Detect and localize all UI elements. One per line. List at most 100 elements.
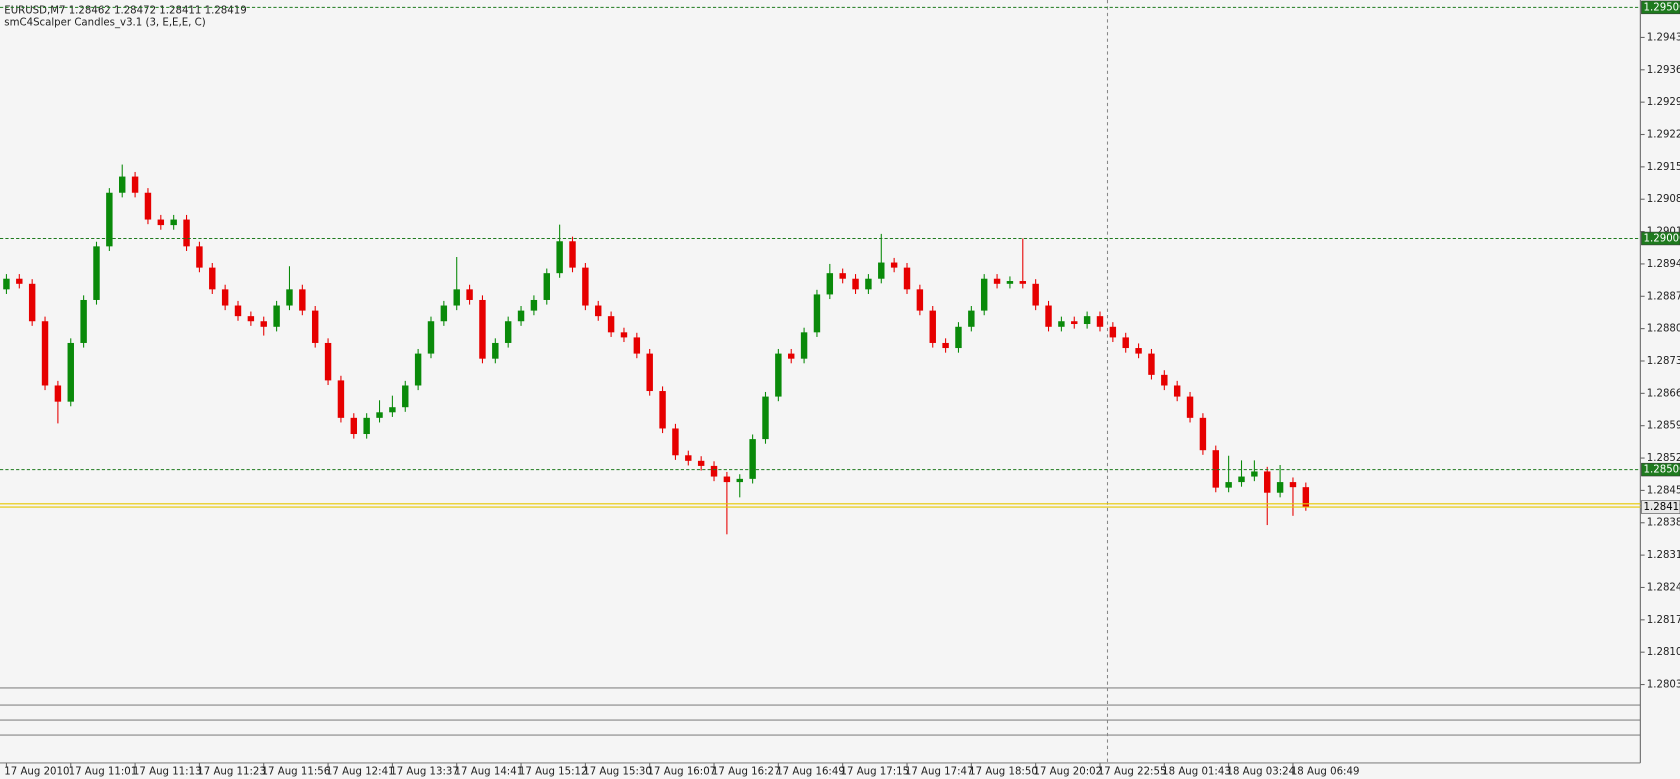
candle-body — [800, 332, 808, 359]
candle-body — [517, 310, 525, 322]
x-tick-label: 17 Aug 11:01 — [69, 767, 138, 778]
candle-body — [324, 342, 332, 381]
candle-body — [1071, 321, 1078, 325]
candle-body — [942, 342, 949, 349]
y-tick-label: 1.28385 — [1647, 518, 1680, 529]
candle-body — [119, 176, 126, 193]
candle-body — [80, 299, 87, 343]
y-tick-label: 1.28945 — [1647, 259, 1680, 270]
y-tick-label: 1.28105 — [1647, 647, 1680, 658]
candle-body — [41, 321, 49, 386]
y-tick-label: 1.28595 — [1647, 421, 1680, 432]
candle-body — [1225, 482, 1232, 488]
candle-body — [402, 385, 409, 408]
x-tick-label: 17 Aug 2010 — [4, 767, 69, 778]
candle-body — [903, 267, 911, 290]
candle-body — [1264, 471, 1271, 493]
candle-body — [1289, 482, 1297, 488]
x-tick-label: 18 Aug 01:43 — [1162, 767, 1231, 778]
candle-body — [633, 337, 641, 354]
candle-body — [466, 289, 473, 300]
candle-body — [1238, 476, 1245, 483]
y-tick-label: 1.28455 — [1647, 485, 1680, 496]
candle-body — [504, 321, 512, 343]
candle-body — [968, 310, 975, 327]
candle-body — [1045, 305, 1052, 327]
candle-body — [659, 391, 666, 429]
candle-body — [710, 465, 718, 477]
candle-body — [1032, 283, 1039, 306]
candle-body — [337, 380, 345, 418]
candle-body — [788, 353, 795, 359]
price-level-label: 1.29500 — [1644, 2, 1680, 13]
candle-body — [234, 305, 242, 317]
x-tick-label: 17 Aug 16:07 — [648, 767, 717, 778]
candle-body — [67, 342, 74, 402]
candle-body — [3, 278, 10, 290]
candle-body — [299, 289, 306, 311]
candle-body — [170, 219, 177, 226]
candle-body — [890, 262, 898, 268]
candle-body — [1186, 396, 1194, 418]
price-level-label: 1.28500 — [1644, 465, 1680, 476]
candle-body — [376, 412, 383, 418]
candle-body — [183, 219, 190, 247]
candle-body — [569, 241, 576, 268]
x-tick-label: 18 Aug 06:49 — [1291, 767, 1360, 778]
candle-body — [1199, 417, 1207, 451]
candle-body — [1109, 326, 1117, 338]
candle-body — [221, 289, 229, 306]
y-tick-label: 1.28035 — [1647, 680, 1680, 691]
candle-body — [775, 353, 782, 397]
y-tick-label: 1.29085 — [1647, 194, 1680, 205]
candle-body — [749, 439, 756, 479]
candle-body — [247, 316, 255, 322]
x-tick-label: 17 Aug 16:49 — [776, 767, 845, 778]
candle-body — [865, 278, 872, 290]
candle-body — [839, 273, 846, 279]
x-tick-label: 17 Aug 17:47 — [905, 767, 974, 778]
candle-body — [826, 273, 834, 295]
x-tick-label: 17 Aug 13:37 — [390, 767, 459, 778]
price-level-label: 1.28419 — [1644, 502, 1680, 513]
x-tick-label: 17 Aug 16:27 — [712, 767, 781, 778]
candle-body — [852, 278, 859, 290]
candle-body — [363, 417, 370, 435]
candle-body — [131, 176, 139, 193]
candle-body — [543, 273, 550, 300]
y-tick-label: 1.28875 — [1647, 291, 1680, 302]
candle-body — [414, 353, 422, 386]
x-tick-label: 17 Aug 22:55 — [1098, 767, 1167, 778]
x-tick-label: 17 Aug 12:41 — [326, 767, 395, 778]
candle-body — [427, 321, 435, 354]
candle-body — [1122, 337, 1129, 349]
x-tick-label: 17 Aug 18:50 — [969, 767, 1038, 778]
candle-body — [311, 310, 319, 343]
candle-body — [157, 219, 165, 226]
candle-body — [1083, 316, 1091, 325]
candle-body — [1161, 374, 1168, 386]
candle-body — [916, 289, 924, 311]
indicator-panels — [0, 687, 1641, 764]
candle-body — [980, 278, 988, 311]
candle-body — [1135, 348, 1142, 354]
y-tick-label: 1.29225 — [1647, 130, 1680, 141]
candle-body — [878, 262, 885, 279]
candle-body — [929, 310, 936, 343]
x-tick-label: 17 Aug 17:15 — [841, 767, 910, 778]
candle-body — [1019, 281, 1027, 284]
indicator-name: smC4Scalper Candles_v3.1 (3, E,E,E, C) — [4, 18, 205, 29]
x-tick-label: 17 Aug 20:02 — [1034, 767, 1103, 778]
x-tick-label: 17 Aug 11:13 — [133, 767, 202, 778]
candle-body — [273, 305, 280, 327]
x-tick-label: 17 Aug 14:41 — [455, 767, 524, 778]
candle-body — [350, 417, 358, 435]
y-tick-label: 1.28245 — [1647, 582, 1680, 593]
candle-body — [54, 385, 62, 402]
candle-body — [93, 246, 100, 300]
y-tick-label: 1.28735 — [1647, 356, 1680, 367]
candle-body — [260, 321, 267, 327]
candle-body — [209, 267, 216, 290]
candle-body — [286, 289, 293, 306]
